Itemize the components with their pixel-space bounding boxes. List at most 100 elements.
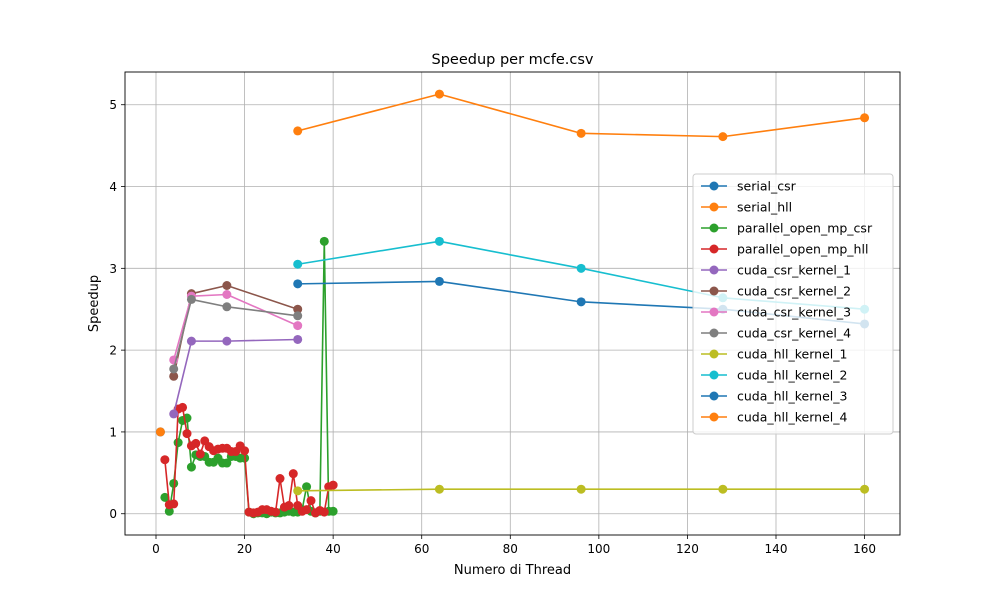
legend-label: parallel_open_mp_csr — [737, 221, 873, 236]
legend-label: cuda_csr_kernel_3 — [737, 305, 851, 320]
legend-label: cuda_csr_kernel_4 — [737, 326, 851, 341]
x-tick-label: 120 — [676, 542, 699, 556]
series-line — [172, 338, 298, 415]
legend-marker — [709, 307, 719, 317]
legend-marker — [709, 202, 719, 212]
legend-label: cuda_hll_kernel_3 — [737, 389, 847, 404]
legend-label: cuda_hll_kernel_2 — [737, 368, 847, 383]
y-tick-label: 0 — [109, 507, 117, 521]
data-point — [302, 482, 312, 492]
data-point — [576, 128, 586, 138]
legend-item: serial_csr — [701, 179, 797, 194]
y-tick-label: 4 — [109, 180, 117, 194]
legend-item: cuda_csr_kernel_1 — [701, 263, 851, 278]
legend-marker — [709, 391, 719, 401]
legend-item: serial_hll — [701, 200, 792, 215]
data-point — [434, 484, 444, 494]
data-point — [222, 302, 232, 312]
x-axis-label: Numero di Thread — [454, 563, 571, 578]
data-point — [293, 304, 303, 314]
data-point — [434, 89, 444, 99]
series-cuda_hll_kernel_4 — [293, 89, 870, 142]
series-serial_hll — [155, 427, 165, 437]
data-point — [275, 474, 285, 484]
data-point — [195, 449, 205, 459]
series-cuda_hll_kernel_1 — [293, 484, 870, 496]
data-point — [328, 480, 338, 490]
tick-layer: 0 20 40 60 80 100 120 140 160 0 1 2 3 4 5 — [109, 98, 876, 556]
data-point — [293, 486, 303, 496]
legend-item: parallel_open_mp_csr — [701, 221, 873, 236]
data-point — [169, 478, 179, 488]
legend-marker — [709, 328, 719, 338]
data-point — [186, 336, 196, 346]
data-point — [576, 297, 586, 307]
series-cuda_csr_kernel_4 — [169, 294, 303, 374]
data-point — [293, 334, 303, 344]
data-point — [434, 276, 444, 286]
data-point — [319, 507, 329, 517]
legend-marker — [709, 349, 719, 359]
legend-label: cuda_hll_kernel_1 — [737, 347, 847, 362]
data-point — [182, 429, 192, 439]
legend-marker — [709, 370, 719, 380]
x-tick-label: 80 — [503, 542, 518, 556]
legend-item: cuda_hll_kernel_1 — [701, 347, 847, 362]
legend-box — [692, 173, 894, 435]
data-point — [284, 501, 294, 511]
legend-marker — [709, 412, 719, 422]
data-point — [191, 438, 201, 448]
y-tick-label: 3 — [109, 262, 117, 276]
data-point — [222, 336, 232, 346]
legend: serial_csr serial_hll parallel_open_mp_csr… — [692, 173, 894, 435]
series-line — [172, 293, 299, 361]
legend-item: cuda_csr_kernel_2 — [701, 284, 851, 299]
data-point — [160, 492, 170, 502]
data-point — [576, 484, 586, 494]
chart-title: Speedup per mcfe.csv — [432, 52, 594, 68]
data-point — [718, 484, 728, 494]
legend-item: cuda_hll_kernel_3 — [701, 389, 847, 404]
legend-item: cuda_csr_kernel_4 — [701, 326, 851, 341]
data-point — [860, 113, 870, 123]
data-point — [271, 507, 281, 517]
legend-label: cuda_csr_kernel_2 — [737, 284, 851, 299]
legend-item: cuda_hll_kernel_2 — [701, 368, 847, 383]
x-tick-label: 60 — [414, 542, 429, 556]
x-tick-label: 40 — [326, 542, 341, 556]
data-point — [319, 236, 329, 246]
data-point — [186, 462, 196, 472]
x-tick-label: 100 — [587, 542, 610, 556]
legend-marker — [709, 265, 719, 275]
data-point — [302, 505, 312, 515]
legend-label: parallel_open_mp_hll — [737, 242, 868, 257]
legend-marker — [709, 181, 719, 191]
data-point — [293, 279, 303, 289]
legend-label: cuda_csr_kernel_1 — [737, 263, 851, 278]
data-point — [576, 263, 586, 273]
data-point — [293, 126, 303, 136]
data-point — [222, 458, 232, 468]
data-point — [173, 438, 183, 448]
data-point — [860, 484, 870, 494]
data-point — [240, 446, 250, 456]
data-point — [718, 132, 728, 142]
series-layer — [155, 89, 870, 519]
series-parallel_open_mp_hll — [160, 402, 338, 518]
legend-label: serial_csr — [737, 179, 797, 194]
x-tick-label: 20 — [237, 542, 252, 556]
data-point — [186, 294, 196, 304]
data-point — [169, 371, 179, 381]
data-point — [222, 290, 232, 300]
y-tick-label: 1 — [109, 425, 117, 439]
series-line — [172, 298, 298, 370]
data-point — [178, 402, 188, 412]
data-point — [434, 236, 444, 246]
legend-item: cuda_hll_kernel_4 — [701, 410, 847, 425]
data-point — [293, 321, 303, 331]
legend-marker — [709, 223, 719, 233]
legend-item: parallel_open_mp_hll — [701, 242, 868, 257]
legend-item: cuda_csr_kernel_3 — [701, 305, 851, 320]
